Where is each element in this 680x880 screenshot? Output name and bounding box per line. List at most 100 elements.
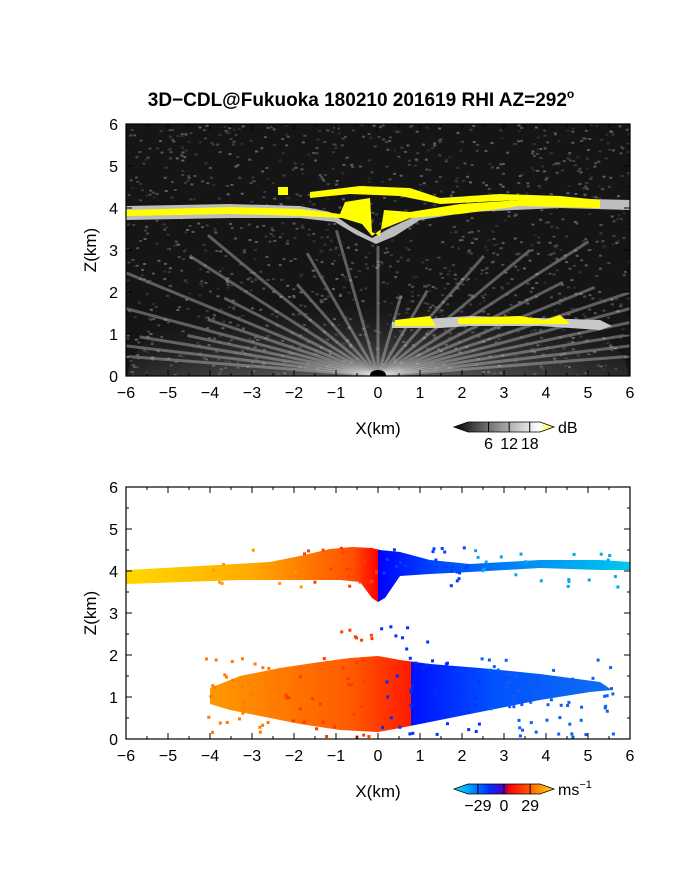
- noise-speck: [591, 195, 595, 198]
- noise-speck: [210, 141, 214, 144]
- noise-speck: [342, 164, 346, 166]
- y-tick-label: 4: [109, 564, 118, 581]
- noise-speck: [160, 151, 164, 154]
- noise-speck: [403, 150, 407, 153]
- noise-speck: [399, 174, 403, 177]
- velocity-speck: [458, 571, 462, 575]
- velocity-colorbar-ticks: −29 0 29: [464, 784, 539, 815]
- noise-speck: [586, 149, 590, 151]
- noise-speck: [263, 136, 267, 139]
- clutter-ray: [305, 252, 380, 376]
- noise-speck: [226, 193, 230, 196]
- velocity-speck: [285, 696, 289, 700]
- noise-speck: [455, 177, 459, 180]
- noise-speck: [622, 212, 626, 215]
- noise-speck: [184, 133, 188, 136]
- noise-speck: [320, 236, 324, 239]
- noise-speck: [333, 126, 336, 129]
- noise-speck: [528, 259, 532, 262]
- noise-speck: [507, 211, 511, 213]
- noise-speck: [499, 247, 503, 250]
- noise-speck: [448, 269, 452, 272]
- noise-speck: [621, 175, 624, 177]
- noise-speck: [388, 178, 392, 181]
- noise-speck: [424, 158, 428, 161]
- noise-speck: [326, 129, 330, 132]
- noise-speck: [380, 262, 384, 265]
- noise-speck: [573, 220, 577, 223]
- velocity-speck: [504, 658, 508, 662]
- noise-speck: [421, 261, 425, 264]
- velocity-speck: [477, 722, 481, 726]
- x-tick-label: 3: [500, 385, 509, 402]
- noise-speck: [133, 265, 137, 268]
- intensity-colorbar: dB 6 12 18: [452, 420, 578, 453]
- noise-speck: [323, 243, 327, 246]
- noise-speck: [373, 230, 377, 233]
- noise-speck: [407, 159, 411, 162]
- noise-speck: [248, 158, 252, 161]
- velocity-speck: [340, 551, 344, 555]
- velocity-speck: [361, 658, 365, 662]
- noise-speck: [469, 128, 473, 131]
- noise-speck: [573, 286, 576, 289]
- upper-velocity-scatter: [212, 546, 620, 589]
- velocity-speck: [512, 697, 516, 700]
- velocity-speck: [346, 677, 350, 681]
- velocity-speck: [432, 547, 436, 551]
- y-tick-label: 2: [109, 648, 118, 665]
- noise-speck: [377, 136, 381, 138]
- noise-speck: [233, 237, 237, 240]
- noise-speck: [238, 176, 242, 179]
- noise-speck: [335, 179, 339, 182]
- noise-speck: [284, 125, 288, 127]
- noise-speck: [567, 313, 571, 316]
- velocity-speck: [409, 703, 413, 707]
- noise-speck: [615, 242, 619, 244]
- noise-speck: [535, 152, 539, 155]
- noise-speck: [166, 294, 169, 297]
- noise-speck: [345, 278, 349, 281]
- noise-speck: [617, 195, 620, 198]
- velocity-speck: [348, 584, 352, 588]
- noise-speck: [187, 140, 191, 143]
- noise-speck: [554, 246, 558, 249]
- noise-speck: [285, 133, 289, 136]
- x-tick-label: 4: [542, 748, 551, 765]
- noise-speck: [558, 303, 562, 305]
- noise-speck: [201, 226, 204, 229]
- velocity-speck: [433, 691, 437, 695]
- noise-speck: [553, 133, 557, 136]
- noise-speck: [451, 245, 454, 248]
- y-tick-label: 0: [109, 732, 118, 749]
- noise-speck: [168, 148, 172, 151]
- noise-speck: [189, 198, 193, 201]
- noise-speck: [184, 231, 188, 234]
- noise-speck: [199, 282, 203, 285]
- noise-speck: [470, 217, 474, 220]
- noise-speck: [268, 240, 272, 243]
- noise-speck: [510, 278, 514, 281]
- velocity-speck: [455, 689, 459, 693]
- velocity-speck: [321, 548, 325, 552]
- velocity-speck: [349, 567, 353, 571]
- noise-speck: [608, 148, 612, 151]
- noise-speck: [514, 294, 518, 297]
- velocity-speck: [395, 674, 399, 678]
- noise-speck: [226, 284, 230, 286]
- noise-speck: [163, 278, 167, 281]
- noise-speck: [189, 132, 193, 135]
- noise-speck: [170, 196, 174, 199]
- noise-speck: [530, 249, 534, 252]
- clutter-ray: [377, 240, 590, 376]
- noise-speck: [598, 150, 602, 153]
- noise-speck: [315, 152, 319, 155]
- noise-speck: [502, 172, 505, 175]
- noise-speck: [323, 141, 327, 143]
- noise-speck: [595, 240, 599, 243]
- velocity-speck: [431, 659, 434, 663]
- noise-speck: [335, 183, 339, 186]
- noise-speck: [530, 167, 534, 170]
- noise-speck: [223, 126, 227, 128]
- noise-speck: [145, 232, 149, 235]
